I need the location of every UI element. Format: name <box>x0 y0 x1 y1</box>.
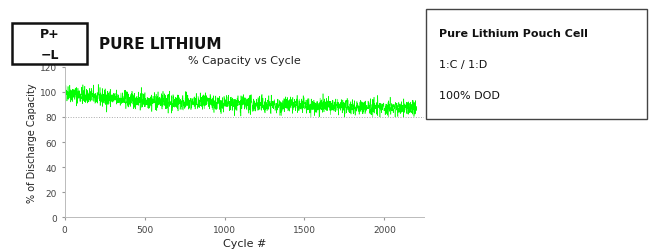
FancyBboxPatch shape <box>12 24 87 65</box>
Text: PURE LITHIUM: PURE LITHIUM <box>99 37 222 52</box>
X-axis label: Cycle #: Cycle # <box>223 238 266 248</box>
Text: −L: −L <box>40 48 59 62</box>
FancyBboxPatch shape <box>426 10 647 120</box>
Text: Pure Lithium Pouch Cell: Pure Lithium Pouch Cell <box>439 29 588 39</box>
Title: % Capacity vs Cycle: % Capacity vs Cycle <box>188 56 301 65</box>
Text: 100% DOD: 100% DOD <box>439 91 500 101</box>
Text: P+: P+ <box>40 28 59 41</box>
Text: 1:C / 1:D: 1:C / 1:D <box>439 60 487 70</box>
Y-axis label: % of Discharge Capacity: % of Discharge Capacity <box>27 83 37 202</box>
